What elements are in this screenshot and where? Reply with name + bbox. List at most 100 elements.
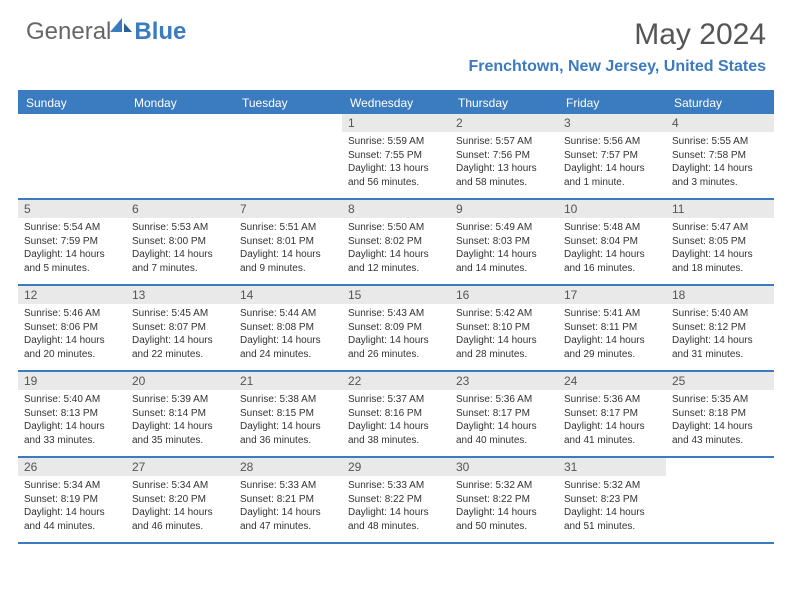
day-sunset: Sunset: 8:08 PM [240,321,336,335]
day-number: 9 [450,200,558,218]
day-sunset: Sunset: 8:03 PM [456,235,552,249]
calendar: SundayMondayTuesdayWednesdayThursdayFrid… [18,90,774,544]
day-number: 11 [666,200,774,218]
day-daylight2: and 58 minutes. [456,176,552,190]
day-sunrise: Sunrise: 5:33 AM [348,479,444,493]
day-daylight2: and 36 minutes. [240,434,336,448]
day-cell: 3Sunrise: 5:56 AMSunset: 7:57 PMDaylight… [558,114,666,198]
day-number: 16 [450,286,558,304]
day-sunset: Sunset: 8:15 PM [240,407,336,421]
day-sunset: Sunset: 8:20 PM [132,493,228,507]
day-sunrise: Sunrise: 5:34 AM [132,479,228,493]
day-sunrise: Sunrise: 5:36 AM [456,393,552,407]
day-sunset: Sunset: 8:10 PM [456,321,552,335]
day-sunrise: Sunrise: 5:39 AM [132,393,228,407]
day-sunrise: Sunrise: 5:35 AM [672,393,768,407]
day-body: Sunrise: 5:49 AMSunset: 8:03 PMDaylight:… [450,218,558,279]
day-cell: 15Sunrise: 5:43 AMSunset: 8:09 PMDayligh… [342,286,450,370]
day-cell: 9Sunrise: 5:49 AMSunset: 8:03 PMDaylight… [450,200,558,284]
day-cell: 12Sunrise: 5:46 AMSunset: 8:06 PMDayligh… [18,286,126,370]
weekday-header: Tuesday [234,92,342,114]
week-row: ......1Sunrise: 5:59 AMSunset: 7:55 PMDa… [18,114,774,200]
day-sunset: Sunset: 8:19 PM [24,493,120,507]
day-cell: 28Sunrise: 5:33 AMSunset: 8:21 PMDayligh… [234,458,342,542]
day-sunset: Sunset: 8:12 PM [672,321,768,335]
day-number: 24 [558,372,666,390]
day-cell: 29Sunrise: 5:33 AMSunset: 8:22 PMDayligh… [342,458,450,542]
day-body: Sunrise: 5:38 AMSunset: 8:15 PMDaylight:… [234,390,342,451]
week-row: 19Sunrise: 5:40 AMSunset: 8:13 PMDayligh… [18,372,774,458]
day-daylight2: and 1 minute. [564,176,660,190]
day-sunset: Sunset: 8:21 PM [240,493,336,507]
day-sunrise: Sunrise: 5:56 AM [564,135,660,149]
day-daylight2: and 12 minutes. [348,262,444,276]
day-sunrise: Sunrise: 5:49 AM [456,221,552,235]
day-number: 14 [234,286,342,304]
day-cell: 27 Sunrise: 5:34 AMSunset: 8:20 PMDayligh… [126,458,234,542]
day-body: Sunrise: 5:51 AMSunset: 8:01 PMDaylight:… [234,218,342,279]
day-body: Sunrise: 5:40 AMSunset: 8:12 PMDaylight:… [666,304,774,365]
day-cell: .. [234,114,342,198]
day-sunrise: Sunrise: 5:57 AM [456,135,552,149]
day-number: 20 [126,372,234,390]
day-sunrise: Sunrise: 5:54 AM [24,221,120,235]
day-daylight1: Daylight: 14 hours [672,334,768,348]
day-number: 29 [342,458,450,476]
day-daylight2: and 46 minutes. [132,520,228,534]
day-cell: 4Sunrise: 5:55 AMSunset: 7:58 PMDaylight… [666,114,774,198]
day-cell: 25Sunrise: 5:35 AMSunset: 8:18 PMDayligh… [666,372,774,456]
day-body: Sunrise: 5:46 AMSunset: 8:06 PMDaylight:… [18,304,126,365]
day-sunset: Sunset: 8:22 PM [456,493,552,507]
day-daylight1: Daylight: 14 hours [348,334,444,348]
day-daylight2: and 28 minutes. [456,348,552,362]
day-number: 1 [342,114,450,132]
day-daylight2: and 24 minutes. [240,348,336,362]
day-daylight2: and 18 minutes. [672,262,768,276]
day-number: 30 [450,458,558,476]
day-number: 31 [558,458,666,476]
day-sunrise: Sunrise: 5:37 AM [348,393,444,407]
day-number: 3 [558,114,666,132]
day-daylight1: Daylight: 14 hours [456,420,552,434]
day-sunrise: Sunrise: 5:51 AM [240,221,336,235]
day-sunrise: Sunrise: 5:33 AM [240,479,336,493]
day-sunset: Sunset: 8:18 PM [672,407,768,421]
day-body: Sunrise: 5:35 AMSunset: 8:18 PMDaylight:… [666,390,774,451]
day-number: 25 [666,372,774,390]
day-number: 26 [18,458,126,476]
day-body: Sunrise: 5:42 AMSunset: 8:10 PMDaylight:… [450,304,558,365]
day-sunset: Sunset: 8:11 PM [564,321,660,335]
day-daylight1: Daylight: 13 hours [456,162,552,176]
day-daylight2: and 41 minutes. [564,434,660,448]
day-sunrise: Sunrise: 5:55 AM [672,135,768,149]
day-daylight2: and 29 minutes. [564,348,660,362]
day-cell: 13Sunrise: 5:45 AMSunset: 8:07 PMDayligh… [126,286,234,370]
day-sunset: Sunset: 8:09 PM [348,321,444,335]
day-daylight1: Daylight: 14 hours [132,506,228,520]
day-sunset: Sunset: 8:14 PM [132,407,228,421]
logo-text-blue: Blue [134,18,186,46]
day-number: 19 [18,372,126,390]
day-body: Sunrise: 5:41 AMSunset: 8:11 PMDaylight:… [558,304,666,365]
day-sunset: Sunset: 8:17 PM [456,407,552,421]
day-daylight1: Daylight: 14 hours [240,506,336,520]
day-daylight2: and 7 minutes. [132,262,228,276]
day-sunrise: Sunrise: 5:48 AM [564,221,660,235]
day-daylight2: and 31 minutes. [672,348,768,362]
day-cell: 21Sunrise: 5:38 AMSunset: 8:15 PMDayligh… [234,372,342,456]
day-number: 22 [342,372,450,390]
day-body: Sunrise: 5:37 AMSunset: 8:16 PMDaylight:… [342,390,450,451]
day-cell: .. [18,114,126,198]
day-body: Sunrise: 5:45 AMSunset: 8:07 PMDaylight:… [126,304,234,365]
day-sunset: Sunset: 8:13 PM [24,407,120,421]
day-daylight1: Daylight: 14 hours [348,420,444,434]
day-number: 27 [126,458,234,476]
weekday-header: Friday [558,92,666,114]
day-sunrise: Sunrise: 5:47 AM [672,221,768,235]
day-daylight1: Daylight: 14 hours [24,420,120,434]
day-daylight1: Daylight: 14 hours [24,248,120,262]
day-body: Sunrise: 5:56 AMSunset: 7:57 PMDaylight:… [558,132,666,193]
day-cell: 6Sunrise: 5:53 AMSunset: 8:00 PMDaylight… [126,200,234,284]
day-cell: 19Sunrise: 5:40 AMSunset: 8:13 PMDayligh… [18,372,126,456]
day-body: Sunrise: 5:48 AMSunset: 8:04 PMDaylight:… [558,218,666,279]
